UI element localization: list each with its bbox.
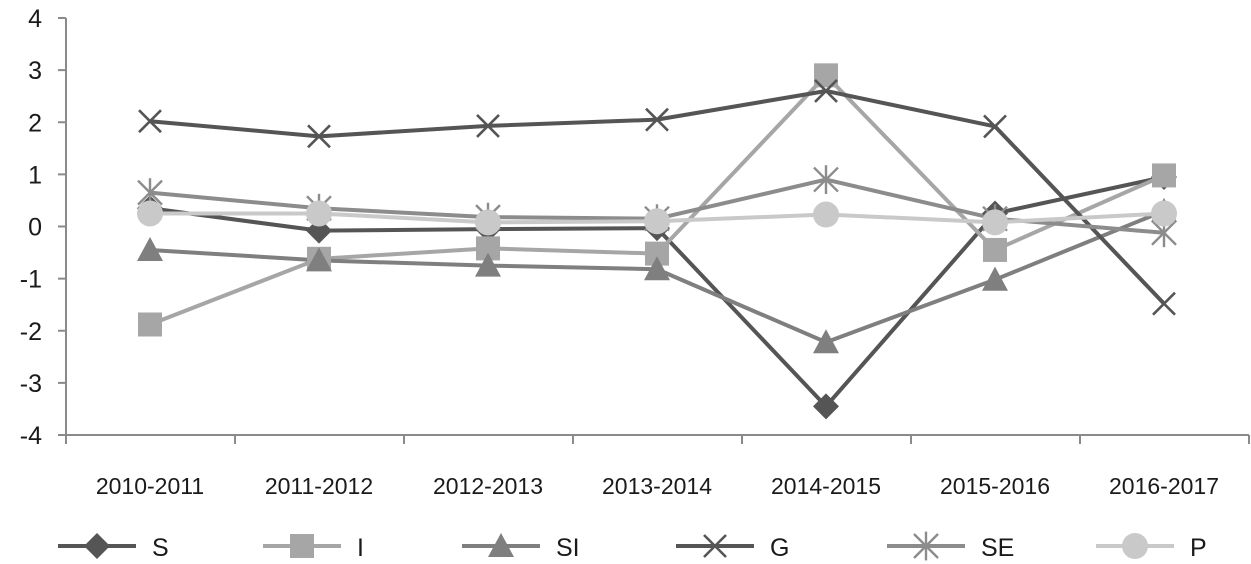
data-point-g [1152,291,1176,316]
square-marker-shape [645,241,669,266]
square-marker-shape [290,534,314,558]
data-point-s [813,393,839,420]
triangle-marker-shape [137,236,163,262]
y-tick-label: 0 [28,214,42,242]
triangle-marker-shape [644,256,670,281]
x-tick-label: 2015-2016 [940,473,1050,499]
legend-label-s: S [152,534,169,562]
legend-marker-si [488,533,514,558]
data-point-p [1151,200,1177,227]
data-point-si [982,266,1008,291]
circle-marker-shape [1151,200,1177,227]
legend-label-i: I [357,534,364,562]
legend-label-si: SI [556,534,580,562]
y-tick-label: 2 [28,109,42,137]
triangle-marker-shape [475,252,501,277]
data-point-si [475,252,501,277]
data-point-p [475,209,501,236]
legend-marker-se [913,531,939,561]
data-point-si [644,256,670,281]
triangle-marker-shape [488,533,514,558]
legend-item-se: SE [887,531,1014,562]
circle-marker-shape [137,200,163,227]
legend-item-i: I [263,534,364,562]
x-tick-label: 2014-2015 [771,473,881,499]
data-point-si [813,329,839,354]
chart-axes: 4 3 2 1 0 -1 -2 -3 -4 2010-2011 2011-2012 2012-2013… [20,5,1250,499]
triangle-marker-shape [813,329,839,354]
legend-marker-g [703,534,727,558]
data-point-g [307,124,331,149]
legend-item-p: P [1096,533,1207,562]
circle-marker-shape [813,201,839,228]
x-marker-stroke [814,79,838,103]
circle-marker-shape [475,209,501,236]
data-point-g [645,107,669,132]
legend-item-g: G [676,534,789,562]
x-marker-stroke [1152,291,1176,316]
x-marker-stroke [703,534,727,558]
data-point-si [306,247,332,272]
diamond-marker-shape [84,533,110,559]
y-tick-label: -2 [20,318,42,346]
data-point-g [138,109,162,134]
y-tick-label: -4 [20,422,42,450]
data-point-p [644,208,670,235]
x-tick-label: 2011-2012 [265,473,373,499]
diamond-marker-shape [813,393,839,420]
data-point-p [813,201,839,228]
data-point-i [645,241,669,266]
x-marker-stroke [645,107,669,132]
chart-legend: S I SI G SE P [58,531,1207,562]
data-point-i [983,237,1007,262]
legend-label-p: P [1190,534,1207,562]
legend-item-s: S [58,533,169,562]
circle-marker-shape [644,208,670,235]
data-point-si [137,236,163,262]
circle-marker-shape [982,209,1008,236]
circle-marker-shape [1122,533,1148,559]
square-marker-shape [983,237,1007,262]
data-point-p [982,209,1008,236]
legend-label-se: SE [981,534,1014,562]
square-marker-shape [1152,163,1176,188]
y-tick-label: 3 [28,57,42,85]
legend-marker-p [1122,533,1148,559]
series-markers [137,63,1177,420]
y-tick-label: 1 [28,161,42,189]
circle-marker-shape [306,200,332,227]
data-point-g [814,79,838,103]
x-tick-label: 2013-2014 [602,473,712,499]
x-marker-stroke [138,109,162,134]
legend-item-si: SI [462,533,580,562]
legend-label-g: G [770,534,789,562]
x-marker-stroke [983,114,1007,139]
data-point-i [1152,163,1176,188]
x-tick-label: 2012-2013 [433,473,543,499]
square-marker-shape [138,312,162,337]
data-point-g [983,114,1007,139]
series-line-i [149,73,1165,327]
triangle-marker-shape [982,266,1008,291]
triangle-marker-shape [306,247,332,272]
x-tick-label: 2010-2011 [96,473,204,499]
x-marker-stroke [476,113,500,138]
y-tick-label: -3 [20,370,42,398]
data-point-i [138,312,162,337]
y-tick-label: -1 [20,266,42,294]
legend-marker-s [84,533,110,559]
x-marker-stroke [307,124,331,149]
y-tick-label: 4 [28,5,42,33]
data-point-p [306,200,332,227]
legend-marker-i [290,534,314,558]
data-point-p [137,200,163,227]
data-point-g [476,113,500,138]
data-point-se [813,165,839,194]
x-tick-label: 2016-2017 [1109,473,1219,499]
